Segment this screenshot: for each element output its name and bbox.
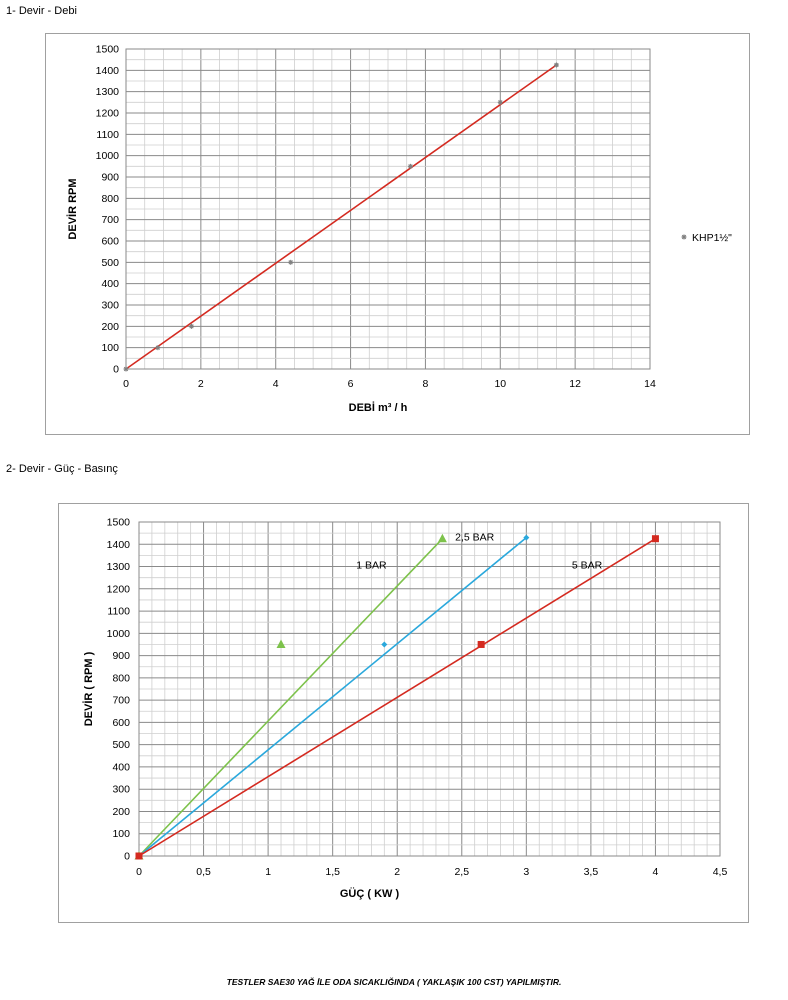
y-tick-label: 200	[101, 321, 119, 333]
footer-note: TESTLER SAE30 YAĞ İLE ODA SICAKLIĞINDA (…	[226, 977, 562, 987]
y-tick-label: 0	[124, 851, 130, 863]
chart-devir-guc-basinc-svg: 0100200300400500600700800900100011001200…	[82, 517, 728, 901]
y-tick-label: 100	[112, 828, 130, 840]
data-point	[407, 163, 413, 169]
data-point	[288, 259, 294, 265]
y-tick-label: 100	[101, 342, 119, 354]
y-tick-label: 1000	[96, 150, 120, 162]
y-tick-label: 1200	[96, 108, 120, 120]
y-tick-label: 500	[112, 739, 130, 751]
y-tick-label: 1400	[96, 65, 120, 77]
data-point-square	[651, 535, 659, 543]
x-tick-label: 12	[569, 378, 581, 390]
y-tick-label: 400	[112, 761, 130, 773]
x-tick-label: 3	[523, 866, 529, 878]
y-tick-label: 1100	[107, 606, 130, 618]
y-tick-label: 500	[101, 257, 119, 269]
x-tick-label: 6	[348, 378, 354, 390]
x-tick-label: 4	[653, 866, 659, 878]
x-tick-label: 4,5	[713, 866, 728, 878]
x-tick-label: 2	[198, 378, 204, 390]
y-axis-title: DEVİR ( RPM )	[82, 651, 95, 726]
series-line	[138, 538, 656, 857]
legend-label: KHP1½"	[692, 232, 732, 244]
y-tick-label: 600	[112, 717, 130, 729]
data-point-diamond	[381, 641, 388, 648]
y-tick-label: 1100	[96, 129, 119, 141]
x-tick-label: 8	[423, 378, 429, 390]
series-label: 1 BAR	[356, 559, 387, 571]
data-point-triangle	[437, 533, 447, 543]
plot-area-border	[138, 521, 721, 857]
chart-devir-debi: 0 100 200 300 400 500 600 700 800 900 1000 1100 1200…	[45, 33, 750, 435]
y-tick-label: 1000	[107, 628, 131, 640]
y-tick-label: 0	[113, 364, 119, 376]
x-tick-label: 1,5	[325, 866, 340, 878]
data-point	[155, 345, 161, 351]
x-tick-label: 2,5	[454, 866, 469, 878]
data-point	[189, 323, 194, 329]
x-tick-label: 1	[265, 866, 271, 878]
data-point-square	[477, 640, 485, 648]
y-tick-label: 700	[101, 214, 119, 226]
x-tick-label: 2	[394, 866, 400, 878]
chart-devir-debi-svg: 0100200300400500600700800900100011001200…	[66, 44, 732, 415]
y-tick-label: 900	[112, 650, 130, 662]
trendline	[125, 64, 557, 370]
series-line	[138, 538, 443, 857]
y-tick-label: 200	[112, 806, 130, 818]
y-tick-label: 600	[101, 236, 119, 248]
data-point-diamond	[523, 534, 530, 541]
y-axis-title: DEVİR RPM	[66, 178, 79, 239]
x-tick-label: 10	[494, 378, 506, 390]
y-tick-label: 1400	[107, 539, 131, 551]
data-point	[123, 366, 129, 372]
x-tick-label: 14	[644, 378, 656, 390]
y-tick-label: 800	[101, 193, 119, 205]
x-tick-label: 0	[123, 378, 129, 390]
data-point-triangle	[276, 639, 286, 648]
y-tick-label: 1500	[96, 44, 120, 56]
y-tick-label: 300	[112, 784, 130, 796]
y-tick-label: 300	[101, 300, 119, 312]
plot-area-border	[125, 48, 651, 370]
data-point	[497, 99, 503, 105]
x-axis-title: GÜÇ ( KW )	[340, 887, 400, 900]
data-point	[553, 62, 559, 68]
y-tick-label: 1200	[107, 583, 131, 595]
x-tick-label: 3,5	[584, 866, 599, 878]
x-axis-title: DEBİ m³ / h	[349, 401, 408, 414]
y-tick-label: 700	[112, 695, 130, 707]
y-tick-label: 1500	[107, 517, 131, 529]
data-point-square	[135, 852, 143, 860]
x-tick-label: 4	[273, 378, 279, 390]
series-label: 5 BAR	[572, 559, 603, 571]
y-tick-label: 1300	[96, 86, 120, 98]
chart-devir-guc-basinc: 0 100 200 300 400 500 600 700 800 900 1000 1100 1200…	[58, 503, 749, 923]
series-line	[138, 536, 527, 857]
y-tick-label: 900	[101, 172, 119, 184]
x-tick-label: 0	[136, 866, 142, 878]
y-tick-label: 800	[112, 672, 130, 684]
legend-marker	[681, 234, 687, 240]
x-tick-label: 0,5	[196, 866, 211, 878]
y-tick-label: 400	[101, 278, 119, 290]
y-tick-label: 1300	[107, 561, 131, 573]
section-title-devir-debi: 1- Devir - Debi	[6, 5, 77, 17]
section-title-devir-guc-basinc: 2- Devir - Güç - Basınç	[6, 463, 118, 475]
series-label: 2,5 BAR	[455, 531, 495, 543]
